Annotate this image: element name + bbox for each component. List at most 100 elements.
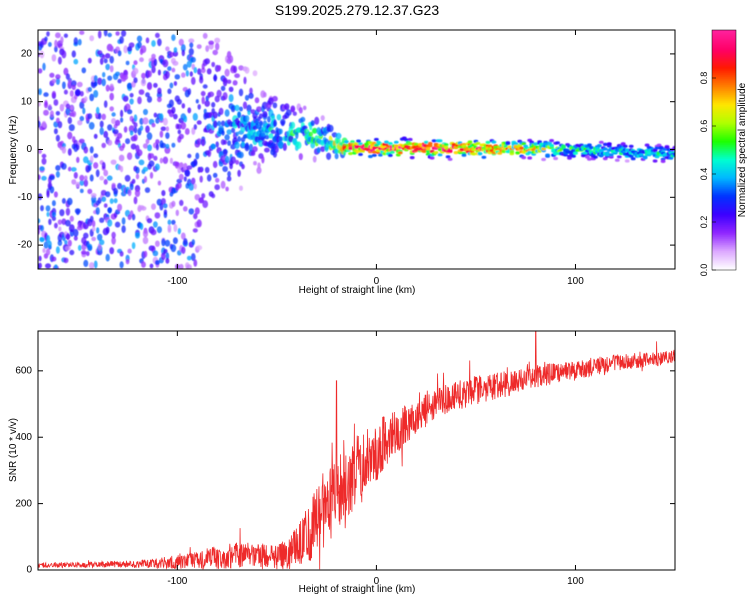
heatmap-cell: [272, 95, 278, 102]
heatmap-cell: [327, 124, 334, 133]
heatmap-cell: [273, 119, 277, 127]
heatmap-cell: [264, 147, 270, 153]
heatmap-cell: [43, 241, 49, 249]
heatmap-cell: [91, 226, 96, 232]
heatmap-cell: [491, 140, 497, 144]
heatmap-x-tick-label: 0: [374, 276, 380, 287]
snr-series-line: [38, 331, 675, 570]
heatmap-cell: [147, 70, 152, 78]
heatmap-cell: [79, 115, 85, 122]
heatmap-cell: [65, 103, 71, 109]
heatmap-cell: [258, 140, 264, 147]
heatmap-cell: [57, 56, 62, 65]
heatmap-cell: [302, 105, 307, 111]
heatmap-cell: [437, 147, 443, 152]
colorbar-step: [712, 116, 736, 119]
heatmap-cell: [140, 206, 147, 211]
heatmap-cell: [105, 84, 110, 92]
heatmap-cell: [372, 150, 377, 154]
heatmap-cell: [519, 146, 525, 150]
heatmap-cell: [249, 87, 253, 95]
heatmap-cell: [123, 45, 128, 54]
colorbar-step: [712, 230, 736, 233]
heatmap-cell: [142, 229, 149, 238]
colorbar-step: [712, 140, 736, 143]
heatmap-cell: [244, 115, 250, 123]
heatmap-cell: [146, 96, 153, 103]
heatmap-cell: [51, 211, 57, 218]
heatmap-cell: [142, 166, 149, 172]
colorbar-step: [712, 254, 736, 257]
colorbar-step: [712, 36, 736, 39]
heatmap-cell: [186, 165, 193, 170]
heatmap-cell: [84, 175, 88, 181]
heatmap-cell: [48, 240, 52, 248]
heatmap-cell: [49, 186, 55, 194]
heatmap-cell: [278, 136, 284, 142]
heatmap-cell: [67, 197, 73, 206]
heatmap-cell: [131, 242, 136, 250]
heatmap-cell: [425, 147, 431, 151]
heatmap-cell: [101, 113, 106, 121]
heatmap-y-tick-label: -10: [18, 192, 33, 203]
heatmap-cell: [160, 198, 166, 205]
heatmap-cell: [184, 169, 191, 177]
heatmap-cell: [46, 190, 50, 198]
heatmap-cell: [157, 87, 162, 95]
heatmap-cell: [282, 142, 287, 151]
heatmap-cell: [205, 45, 210, 52]
heatmap-cell: [183, 115, 188, 123]
heatmap-cell: [153, 82, 158, 88]
heatmap-cell: [133, 77, 138, 84]
heatmap-cell: [437, 139, 443, 143]
colorbar-step: [712, 78, 736, 81]
heatmap-cell: [119, 36, 124, 44]
heatmap-cell: [254, 97, 260, 104]
colorbar-step: [712, 218, 736, 221]
heatmap-cell: [201, 193, 206, 199]
heatmap-cell: [41, 157, 47, 165]
colorbar-step: [712, 246, 736, 249]
heatmap-cell: [382, 152, 387, 156]
heatmap-cell: [62, 81, 66, 90]
colorbar-step: [712, 214, 736, 217]
heatmap-cell: [123, 126, 128, 133]
heatmap-cell: [171, 200, 176, 207]
heatmap-cell: [278, 140, 284, 149]
heatmap-cell: [638, 153, 644, 157]
heatmap-cell: [372, 153, 377, 157]
snr-frame: [37, 330, 676, 571]
heatmap-cell: [67, 148, 72, 156]
heatmap-cell: [565, 150, 570, 154]
heatmap-cell: [142, 117, 149, 125]
heatmap-cell: [215, 177, 220, 183]
heatmap-cell: [87, 113, 93, 120]
heatmap-cell: [167, 219, 172, 226]
heatmap-cell: [193, 259, 198, 267]
heatmap-cell: [344, 140, 349, 144]
heatmap-cell: [172, 60, 179, 66]
heatmap-cell: [162, 59, 169, 68]
heatmap-cell: [224, 134, 230, 141]
heatmap-cell: [547, 141, 552, 145]
heatmap-cell: [141, 72, 146, 79]
colorbar-step: [712, 194, 736, 197]
heatmap-cell: [178, 133, 184, 140]
heatmap-cell: [237, 111, 241, 119]
heatmap-cell: [153, 155, 158, 161]
heatmap-cell: [207, 149, 212, 157]
colorbar-step: [712, 250, 736, 253]
colorbar-step: [712, 160, 736, 163]
heatmap-cell: [427, 144, 433, 148]
heatmap-cell: [393, 144, 399, 148]
heatmap-cell: [79, 101, 85, 109]
colorbar-step: [712, 70, 736, 73]
heatmap-cell: [157, 180, 162, 186]
heatmap-cell: [51, 54, 57, 62]
heatmap-cell: [177, 129, 181, 135]
colorbar-step: [712, 130, 736, 133]
heatmap-cell: [53, 128, 58, 135]
heatmap-cell: [216, 89, 222, 98]
heatmap-cell: [387, 142, 393, 146]
heatmap-cell: [43, 92, 49, 97]
